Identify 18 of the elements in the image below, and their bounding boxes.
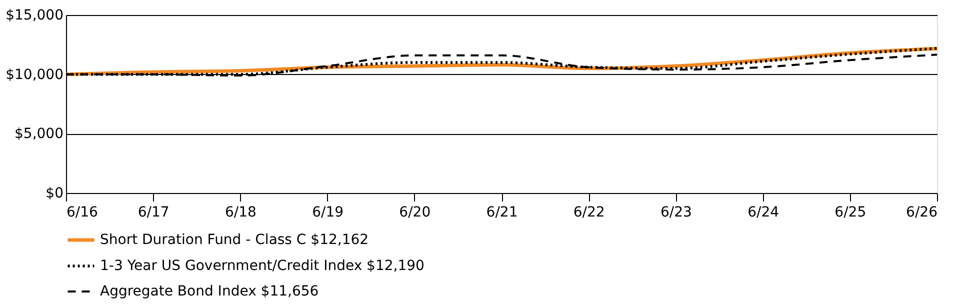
x-tick-label: 6/19 (312, 204, 344, 220)
y-tick-label: $5,000 (14, 126, 64, 142)
legend-label: Aggregate Bond Index $11,656 (100, 284, 319, 300)
y-tick-label: $15,000 (6, 8, 64, 24)
x-tick-label: 6/23 (660, 204, 692, 220)
legend-label: 1-3 Year US Government/Credit Index $12,190 (100, 258, 424, 274)
x-tick-label: 6/21 (486, 204, 518, 220)
x-tick-label: 6/20 (399, 204, 431, 220)
legend-label: Short Duration Fund - Class C $12,162 (100, 232, 369, 248)
x-tick-label: 6/17 (138, 204, 170, 220)
x-tick-label: 6/16 (66, 204, 98, 220)
x-tick-label: 6/22 (573, 204, 605, 220)
y-tick-label: $0 (46, 186, 64, 202)
x-tick-label: 6/18 (224, 204, 256, 220)
y-tick-label: $10,000 (6, 66, 64, 83)
x-tick-label: 6/24 (748, 204, 780, 220)
x-tick-label: 6/25 (834, 204, 866, 220)
x-tick-label: 6/26 (906, 204, 938, 220)
